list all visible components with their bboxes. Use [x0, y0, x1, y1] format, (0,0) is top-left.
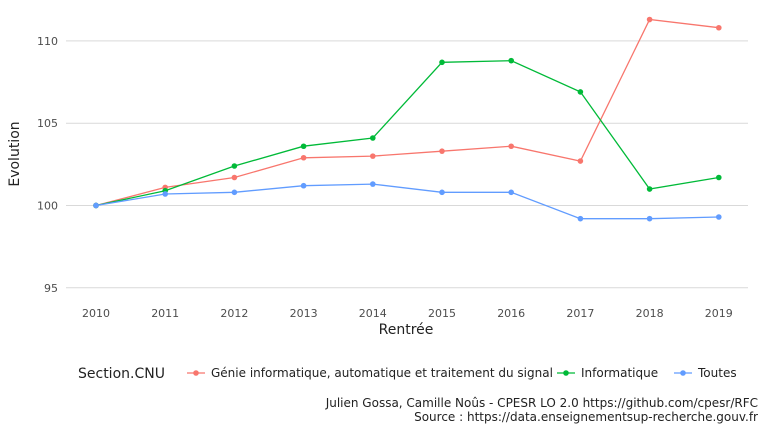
legend-key-point	[680, 370, 686, 376]
x-axis-title: Rentrée	[379, 322, 434, 338]
y-tick-label: 95	[44, 282, 58, 295]
x-tick-label: 2018	[636, 307, 664, 320]
data-point	[646, 215, 653, 222]
series-line	[95, 18, 719, 207]
y-tick-label: 110	[37, 35, 58, 48]
legend-item: Toutes	[674, 366, 737, 380]
series-3	[93, 181, 722, 222]
data-point	[370, 181, 376, 187]
gridlines	[66, 40, 748, 289]
data-point	[300, 143, 307, 150]
y-axis-title: Evolution	[7, 121, 23, 186]
data-point	[716, 214, 722, 220]
data-point	[439, 189, 445, 196]
series-lines	[93, 16, 722, 222]
series-line	[95, 60, 719, 207]
data-point	[439, 59, 445, 66]
x-tick-label: 2016	[497, 307, 525, 320]
data-point	[508, 143, 514, 150]
data-point	[300, 182, 307, 189]
legend: Section.CNU Génie informatique, automati…	[78, 366, 737, 382]
y-axis-ticks: 95 100 105 110	[37, 35, 58, 295]
x-tick-label: 2017	[566, 307, 594, 320]
y-tick-label: 105	[37, 117, 58, 130]
data-point	[370, 135, 376, 141]
legend-item: Informatique	[557, 366, 658, 380]
x-tick-label: 2015	[428, 307, 456, 320]
data-point	[162, 191, 168, 197]
x-axis-ticks: 2010 2011 2012 2013 2014 2015 2016 2017 2018 2019	[82, 307, 733, 320]
legend-label: Informatique	[581, 366, 658, 380]
data-point	[716, 174, 722, 181]
data-point	[93, 202, 99, 209]
legend-label: Toutes	[697, 366, 737, 380]
data-point	[646, 16, 653, 23]
data-point	[508, 189, 514, 196]
data-point	[577, 215, 584, 222]
legend-key-point	[193, 370, 199, 376]
legend-title: Section.CNU	[78, 366, 165, 382]
x-tick-label: 2014	[359, 307, 387, 320]
series-2	[93, 57, 722, 209]
data-point	[577, 158, 584, 164]
legend-items: Génie informatique, automatique et trait…	[187, 366, 737, 380]
x-tick-label: 2010	[82, 307, 110, 320]
x-tick-label: 2012	[220, 307, 248, 320]
series-line	[95, 183, 719, 220]
y-tick-label: 100	[37, 199, 58, 212]
caption-credits: Julien Gossa, Camille Noûs - CPESR LO 2.…	[325, 396, 758, 410]
legend-label: Génie informatique, automatique et trait…	[211, 366, 553, 380]
x-tick-label: 2019	[705, 307, 733, 320]
data-point	[231, 189, 238, 196]
data-point	[716, 24, 722, 31]
x-tick-label: 2011	[151, 307, 179, 320]
legend-item: Génie informatique, automatique et trait…	[187, 366, 553, 380]
data-point	[577, 89, 584, 95]
x-tick-label: 2013	[290, 307, 318, 320]
data-point	[508, 57, 514, 64]
data-point	[231, 163, 238, 169]
data-point	[231, 174, 238, 181]
data-point	[646, 186, 653, 192]
caption-source: Source : https://data.enseignementsup-re…	[414, 410, 758, 424]
series-1	[93, 16, 722, 209]
legend-key-point	[563, 370, 569, 376]
data-point	[300, 154, 307, 161]
data-point	[370, 153, 376, 159]
data-point	[439, 148, 445, 154]
